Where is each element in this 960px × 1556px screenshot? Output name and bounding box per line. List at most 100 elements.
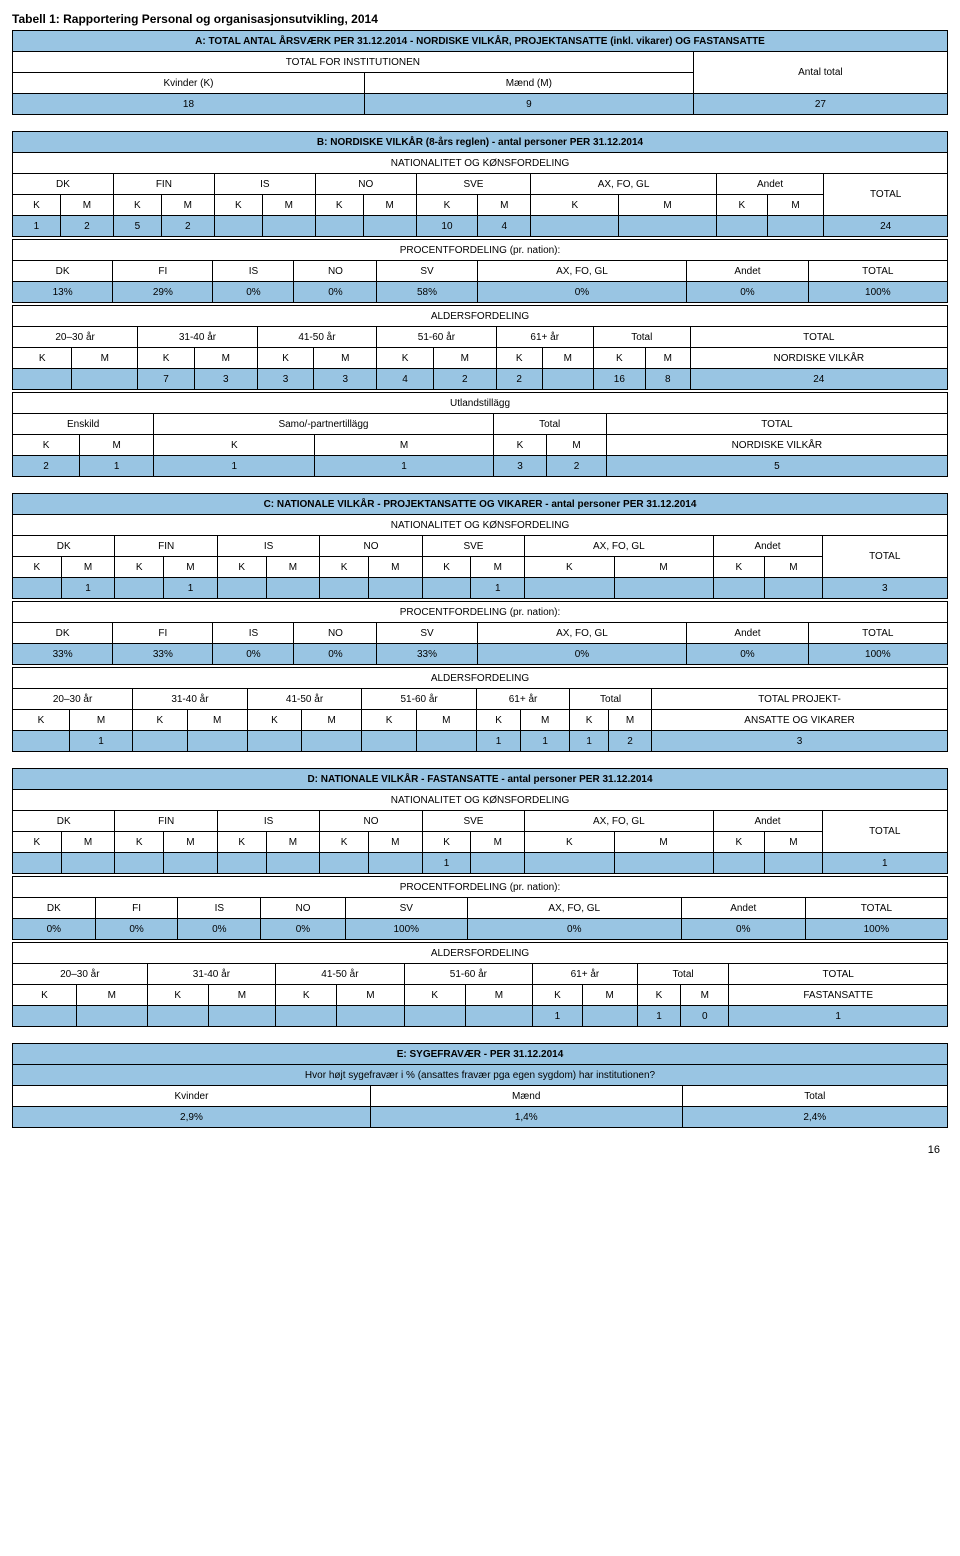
pf-col: AX, FO, GL [467, 898, 681, 919]
km: M [542, 348, 593, 369]
km: K [422, 832, 471, 853]
km: K [637, 985, 681, 1006]
af-v: 0 [681, 1006, 729, 1027]
b-col: SVE [416, 174, 531, 195]
d-v [320, 853, 369, 874]
b-col: AX, FO, GL [531, 174, 717, 195]
a-col-m: Mænd (M) [364, 73, 693, 94]
km: M [368, 557, 422, 578]
km: M [187, 710, 247, 731]
c-pf-label: PROCENTFORDELING (pr. nation): [13, 602, 948, 623]
km: M [363, 195, 416, 216]
af-tot: TOTAL [729, 964, 948, 985]
pf-v: 33% [13, 644, 113, 665]
km: K [217, 832, 266, 853]
d-header: D: NATIONALE VILKÅR - FASTANSATTE - anta… [13, 769, 948, 790]
af-v: 1 [476, 731, 520, 752]
b-v: 4 [478, 216, 531, 237]
pf-col: FI [113, 623, 213, 644]
table-e: E: SYGEFRAVÆR - PER 31.12.2014 Hvor højt… [12, 1043, 948, 1128]
ut-v: 1 [315, 456, 493, 477]
af-col: 20–30 år [13, 964, 148, 985]
km: M [547, 435, 606, 456]
c-v [320, 578, 369, 599]
km: M [194, 348, 257, 369]
km: K [13, 832, 62, 853]
af-v [582, 1006, 637, 1027]
b-natkons: NATIONALITET OG KØNSFORDELING [13, 153, 948, 174]
pf-col: DK [13, 898, 96, 919]
km: M [164, 557, 218, 578]
af-col: 20–30 år [13, 689, 133, 710]
table-b-pf: PROCENTFORDELING (pr. nation): DK FI IS … [12, 239, 948, 303]
af-col: Total [593, 327, 690, 348]
d-v [115, 853, 164, 874]
km: K [13, 195, 61, 216]
table-c-pf: PROCENTFORDELING (pr. nation): DK FI IS … [12, 601, 948, 665]
af-v [208, 1006, 276, 1027]
b-col: Andet [716, 174, 823, 195]
b-v: 5 [113, 216, 161, 237]
pf-v: 0% [687, 282, 808, 303]
pf-col: AX, FO, GL [477, 261, 687, 282]
ut-tot: TOTAL [606, 414, 947, 435]
e-col: Kvinder [13, 1086, 371, 1107]
e-v: 1,4% [370, 1107, 682, 1128]
af-tot: TOTAL [690, 327, 947, 348]
km: M [80, 435, 154, 456]
d-col: AX, FO, GL [525, 811, 713, 832]
km: K [13, 985, 77, 1006]
af-label: ALDERSFORDELING [13, 943, 948, 964]
af-v [76, 1006, 147, 1027]
b-v [315, 216, 363, 237]
table-b-ut: Utlandstillägg Enskild Samo/-partnertill… [12, 392, 948, 477]
km: M [416, 710, 476, 731]
ut-tot2: NORDISKE VILKÅR [606, 435, 947, 456]
af-v [362, 731, 416, 752]
pf-v: 0% [687, 644, 808, 665]
km: M [471, 557, 525, 578]
b-v [619, 216, 717, 237]
ut-v: 3 [493, 456, 547, 477]
d-v [164, 853, 218, 874]
km: K [525, 832, 614, 853]
d-col: NO [320, 811, 422, 832]
b-v [262, 216, 315, 237]
b-col: NO [315, 174, 416, 195]
b-v [767, 216, 823, 237]
pf-v: 100% [345, 919, 467, 940]
d-pf-label: PROCENTFORDELING (pr. nation): [13, 877, 948, 898]
d-tot: 1 [822, 853, 947, 874]
km: M [765, 557, 822, 578]
ut-v: 5 [606, 456, 947, 477]
pf-v: 58% [377, 282, 477, 303]
pf-col: NO [261, 898, 346, 919]
b-v [214, 216, 262, 237]
pf-col: SV [377, 623, 477, 644]
c-col: FIN [115, 536, 217, 557]
d-v: 1 [422, 853, 471, 874]
pf-col: FI [113, 261, 213, 282]
pf-v: 0% [467, 919, 681, 940]
af-col: 31-40 år [133, 689, 248, 710]
af-v [247, 731, 301, 752]
pf-col: Andet [687, 623, 808, 644]
b-v: 2 [60, 216, 113, 237]
d-col: FIN [115, 811, 217, 832]
af-tot2: NORDISKE VILKÅR [690, 348, 947, 369]
pf-v: 0% [95, 919, 178, 940]
km: M [61, 832, 115, 853]
km: M [765, 832, 822, 853]
km: K [377, 348, 434, 369]
c-v [422, 578, 471, 599]
d-col: Andet [713, 811, 822, 832]
km: M [262, 195, 315, 216]
af-col: 20–30 år [13, 327, 138, 348]
km: M [337, 985, 405, 1006]
af-v: 1 [69, 731, 132, 752]
b-v: 10 [416, 216, 478, 237]
km: M [433, 348, 496, 369]
c-col: Andet [713, 536, 822, 557]
b-v [531, 216, 619, 237]
b-col: DK [13, 174, 114, 195]
